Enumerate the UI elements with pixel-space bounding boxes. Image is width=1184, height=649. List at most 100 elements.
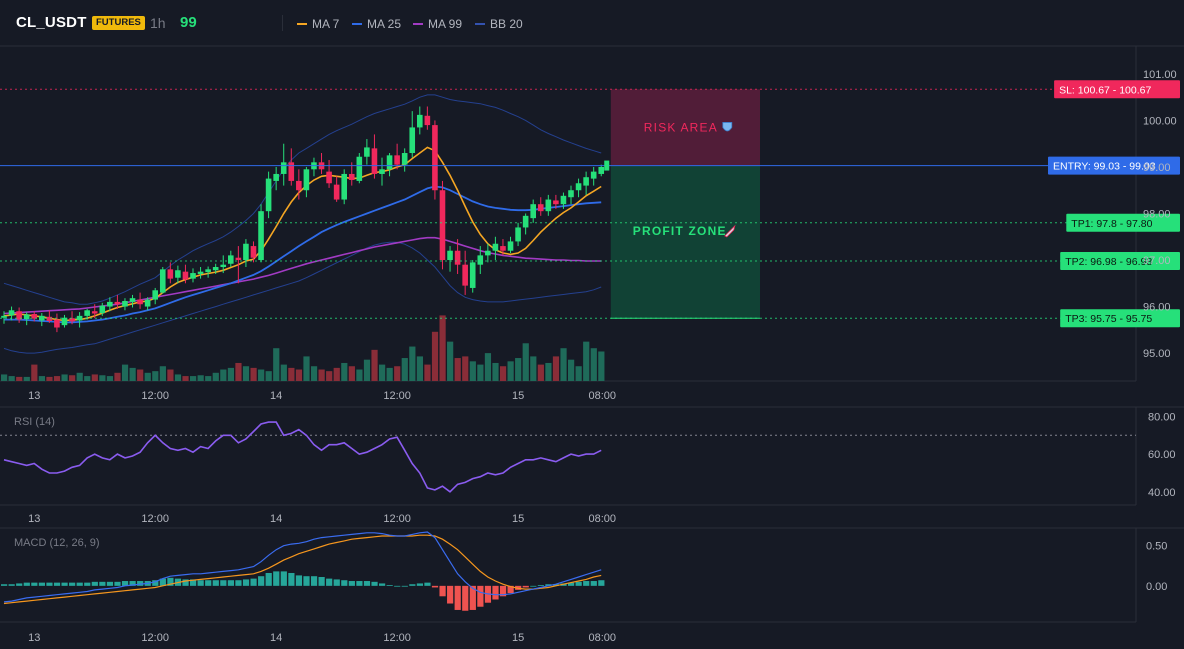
macd-line	[3, 531, 602, 603]
macd-histogram-bar	[280, 571, 287, 586]
volume-bar	[38, 376, 45, 381]
macd-histogram-bar	[250, 578, 257, 586]
candle-body	[583, 177, 589, 186]
macd-histogram-bar	[31, 582, 38, 586]
candle-body	[530, 204, 536, 219]
candle-body	[545, 199, 552, 212]
candle-body	[137, 299, 143, 305]
level-tag-label-3: TP2: 96.98 - 96.98	[1065, 256, 1152, 268]
macd-histogram-bar	[416, 583, 423, 586]
macd-histogram-bar	[106, 581, 114, 586]
volume-bar	[31, 364, 38, 381]
bb-lower-line	[3, 241, 602, 354]
candle-body	[107, 301, 113, 307]
macd-histogram-bar	[348, 581, 355, 586]
x-tick-label-p2-1: 12:00	[141, 632, 169, 644]
macd-histogram-bar	[386, 585, 393, 586]
macd-histogram-bar	[182, 579, 189, 586]
level-tag-2[interactable]	[1066, 213, 1180, 232]
volume-bar	[507, 361, 514, 381]
volume-bar	[409, 346, 416, 381]
macd-histogram-bar	[333, 579, 340, 586]
macd-histogram-bar	[379, 583, 386, 586]
volume-bar	[462, 356, 469, 381]
volume-bar	[242, 366, 250, 381]
legend-ma7[interactable]: MA 7	[297, 17, 339, 31]
candle-body	[356, 156, 363, 181]
candle-body	[99, 305, 106, 314]
candle-body	[258, 211, 264, 261]
legend-bb20[interactable]: BB 20	[475, 17, 523, 31]
candle-body	[462, 264, 468, 286]
volume-bar	[295, 369, 303, 381]
volume-bar	[61, 374, 68, 381]
volume-bar	[303, 356, 310, 381]
candle-body	[296, 180, 302, 191]
level-tag-4[interactable]	[1060, 309, 1180, 328]
candle-body	[575, 183, 582, 191]
volume-bar	[197, 375, 204, 381]
volume-bar	[386, 367, 393, 381]
macd-histogram-bar	[235, 580, 242, 586]
candle-body	[424, 115, 431, 126]
candle-body	[492, 243, 499, 251]
candle-body	[348, 173, 355, 180]
volume-bar	[469, 361, 476, 381]
candle-body	[69, 318, 75, 322]
level-tag-label-0: SL: 100.67 - 100.67	[1059, 84, 1151, 96]
candle-body	[469, 262, 476, 288]
volume-bar	[250, 367, 257, 381]
x-tick-label-p0-5: 08:00	[588, 390, 616, 402]
candle-body	[553, 200, 559, 205]
volume-bar	[439, 315, 446, 381]
x-tick-label-p2-3: 12:00	[383, 632, 411, 644]
volume-bar	[590, 348, 597, 381]
macd-histogram-bar	[159, 578, 166, 586]
candle-body	[61, 317, 68, 326]
volume-bar	[484, 353, 492, 381]
macd-histogram-bar	[371, 581, 378, 586]
ma25-line	[4, 185, 602, 324]
volume-bar	[121, 364, 129, 381]
volume-bar	[492, 362, 499, 381]
x-tick-label-p1-2: 14	[270, 513, 282, 525]
macd-histogram-bar	[530, 585, 537, 587]
candle-body	[152, 290, 158, 300]
rsi-title: RSI (14)	[14, 416, 55, 428]
interval-label[interactable]: 1h	[150, 15, 166, 31]
macd-histogram-bar	[507, 585, 514, 594]
macd-histogram-bar	[167, 577, 174, 586]
legend-ma25[interactable]: MA 25	[352, 17, 401, 31]
volume-bar	[431, 331, 439, 381]
candle-body	[515, 227, 521, 242]
level-tag-label-2: TP1: 97.8 - 97.80	[1071, 218, 1152, 230]
symbol-name[interactable]: CL_USDT	[16, 14, 87, 31]
x-tick-label-p1-1: 12:00	[141, 513, 169, 525]
level-tag-0[interactable]	[1054, 80, 1180, 99]
candle-body	[394, 155, 400, 165]
candle-body	[220, 264, 227, 268]
volume-bar	[348, 366, 355, 381]
macd-histogram-bar	[590, 581, 597, 586]
volume-bar	[583, 341, 590, 381]
level-tag-3[interactable]	[1060, 251, 1180, 270]
macd-histogram-bar	[288, 572, 295, 586]
header-divider	[282, 15, 283, 31]
macd-histogram-bar	[152, 580, 159, 586]
level-tag-label-4: TP3: 95.75 - 95.75	[1065, 313, 1152, 325]
legend-ma99[interactable]: MA 99	[413, 17, 462, 31]
volume-bar	[144, 372, 151, 381]
ma25-swatch-icon	[352, 23, 362, 25]
candle-body	[129, 298, 136, 302]
level-tag-1[interactable]	[1048, 156, 1180, 175]
x-tick-label-p0-0: 13	[28, 390, 40, 402]
price-y-tick-2: 99.00	[1143, 162, 1171, 174]
risk-area-zone	[610, 89, 760, 166]
volume-bar	[53, 376, 61, 381]
macd-histogram-bar	[424, 582, 431, 586]
legend-ma25-label: MA 25	[367, 17, 402, 31]
macd-histogram-bar	[220, 580, 227, 586]
volume-bar	[258, 369, 265, 381]
macd-histogram-bar	[545, 584, 552, 586]
